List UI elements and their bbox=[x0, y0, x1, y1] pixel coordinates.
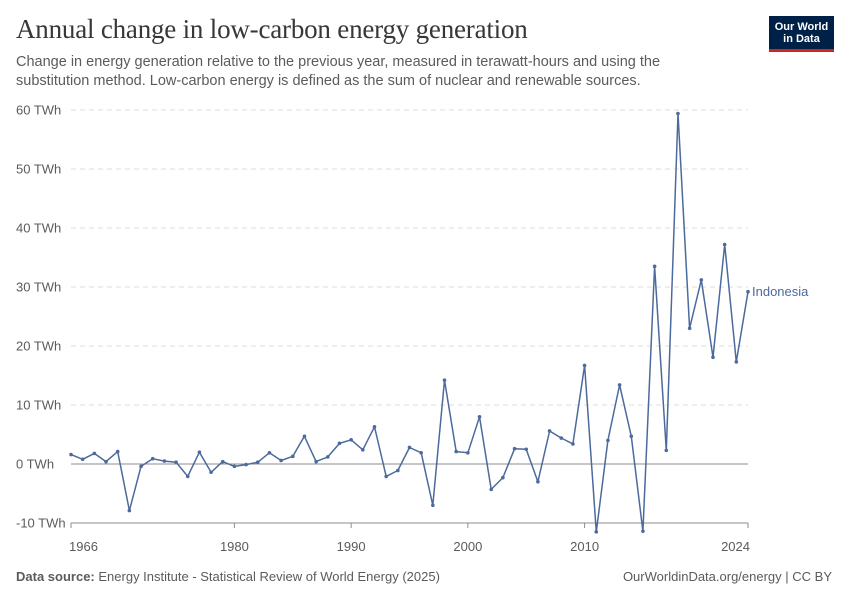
series-group: Indonesia bbox=[69, 111, 809, 534]
data-point[interactable] bbox=[641, 529, 645, 534]
y-tick-label: 50 TWh bbox=[16, 162, 61, 177]
x-tick-label: 2010 bbox=[570, 539, 599, 554]
data-point[interactable] bbox=[547, 429, 552, 433]
data-point[interactable] bbox=[232, 464, 237, 469]
data-point[interactable] bbox=[454, 449, 458, 454]
data-point[interactable] bbox=[582, 363, 587, 368]
chart-title: Annual change in low-carbon energy gener… bbox=[16, 14, 528, 44]
x-tick-label: 1966 bbox=[69, 539, 98, 554]
data-point[interactable] bbox=[536, 479, 540, 484]
owid-logo[interactable]: Our World in Data bbox=[769, 16, 834, 52]
x-tick-label: 1980 bbox=[220, 539, 249, 554]
data-point[interactable] bbox=[162, 459, 167, 463]
data-point[interactable] bbox=[466, 450, 470, 455]
data-point[interactable] bbox=[746, 289, 750, 294]
data-point[interactable] bbox=[442, 378, 447, 383]
x-axis: 1966 1980 1990 2000 2010 2024 bbox=[69, 522, 750, 554]
data-point[interactable] bbox=[302, 434, 307, 439]
data-point[interactable] bbox=[220, 459, 225, 464]
data-point[interactable] bbox=[687, 326, 692, 331]
data-point[interactable] bbox=[150, 456, 155, 461]
data-point[interactable] bbox=[594, 530, 599, 534]
data-source-label: Data source: bbox=[16, 569, 95, 584]
line-chart: -10 TWh 0 TWh 10 TWh 20 TWh 30 TWh 40 TWh 50 T… bbox=[16, 103, 809, 555]
data-point[interactable] bbox=[127, 508, 132, 513]
y-tick-label: 40 TWh bbox=[16, 221, 61, 236]
x-tick-label: 2024 bbox=[721, 539, 750, 554]
data-point[interactable] bbox=[571, 442, 575, 446]
data-point[interactable] bbox=[314, 459, 318, 464]
data-point[interactable] bbox=[501, 475, 505, 480]
data-point[interactable] bbox=[419, 450, 423, 455]
data-point[interactable] bbox=[80, 457, 85, 462]
series-line[interactable] bbox=[70, 112, 749, 533]
data-point[interactable] bbox=[629, 434, 634, 439]
data-point[interactable] bbox=[69, 452, 73, 457]
y-tick-label: 0 TWh bbox=[16, 457, 54, 472]
data-point[interactable] bbox=[92, 451, 97, 456]
data-point[interactable] bbox=[676, 111, 680, 116]
data-point[interactable] bbox=[279, 458, 283, 463]
data-point[interactable] bbox=[431, 503, 435, 508]
data-point[interactable] bbox=[290, 454, 295, 459]
data-point[interactable] bbox=[185, 474, 190, 479]
x-tick-label: 1990 bbox=[337, 539, 366, 554]
y-axis-labels: -10 TWh 0 TWh 10 TWh 20 TWh 30 TWh 40 TWh 50 T… bbox=[16, 103, 66, 531]
data-point[interactable] bbox=[209, 470, 213, 475]
data-point[interactable] bbox=[104, 459, 108, 464]
data-point[interactable] bbox=[734, 360, 739, 364]
data-point[interactable] bbox=[255, 460, 260, 465]
data-point[interactable] bbox=[174, 460, 178, 465]
data-point[interactable] bbox=[361, 448, 365, 452]
data-point[interactable] bbox=[512, 446, 517, 451]
data-point[interactable] bbox=[396, 468, 400, 473]
data-source: Data source: Energy Institute - Statisti… bbox=[16, 569, 440, 584]
data-point[interactable] bbox=[372, 425, 377, 429]
data-point[interactable] bbox=[325, 455, 330, 459]
footer-link[interactable]: OurWorldinData.org/energy | CC BY bbox=[622, 569, 832, 584]
data-source-text[interactable]: Energy Institute - Statistical Review of… bbox=[98, 569, 440, 584]
data-point[interactable] bbox=[139, 464, 143, 469]
data-point[interactable] bbox=[337, 441, 342, 446]
data-point[interactable] bbox=[267, 450, 272, 455]
data-point[interactable] bbox=[617, 383, 622, 387]
data-point[interactable] bbox=[664, 448, 669, 453]
data-point[interactable] bbox=[699, 278, 704, 282]
data-point[interactable] bbox=[407, 445, 412, 450]
data-point[interactable] bbox=[384, 474, 388, 479]
data-point[interactable] bbox=[606, 438, 610, 443]
x-tick-label: 2000 bbox=[453, 539, 482, 554]
data-point[interactable] bbox=[711, 355, 715, 360]
data-point[interactable] bbox=[722, 242, 727, 247]
data-point[interactable] bbox=[197, 450, 202, 455]
chart-subtitle: Change in energy generation relative to … bbox=[16, 54, 661, 89]
y-tick-label: -10 TWh bbox=[16, 516, 66, 531]
data-point[interactable] bbox=[524, 447, 529, 452]
logo-line-2: in Data bbox=[783, 33, 820, 45]
y-tick-label: 10 TWh bbox=[16, 398, 61, 413]
data-point[interactable] bbox=[349, 438, 353, 442]
data-point[interactable] bbox=[489, 487, 494, 492]
y-tick-label: 20 TWh bbox=[16, 339, 61, 354]
data-point[interactable] bbox=[559, 436, 564, 440]
data-point[interactable] bbox=[652, 264, 657, 269]
y-tick-label: 30 TWh bbox=[16, 280, 61, 295]
data-point[interactable] bbox=[115, 449, 120, 454]
data-point[interactable] bbox=[244, 462, 248, 467]
logo-line-1: Our World bbox=[774, 21, 829, 33]
series-label[interactable]: Indonesia bbox=[752, 284, 809, 299]
y-tick-label: 60 TWh bbox=[16, 103, 61, 118]
data-point[interactable] bbox=[477, 415, 482, 419]
